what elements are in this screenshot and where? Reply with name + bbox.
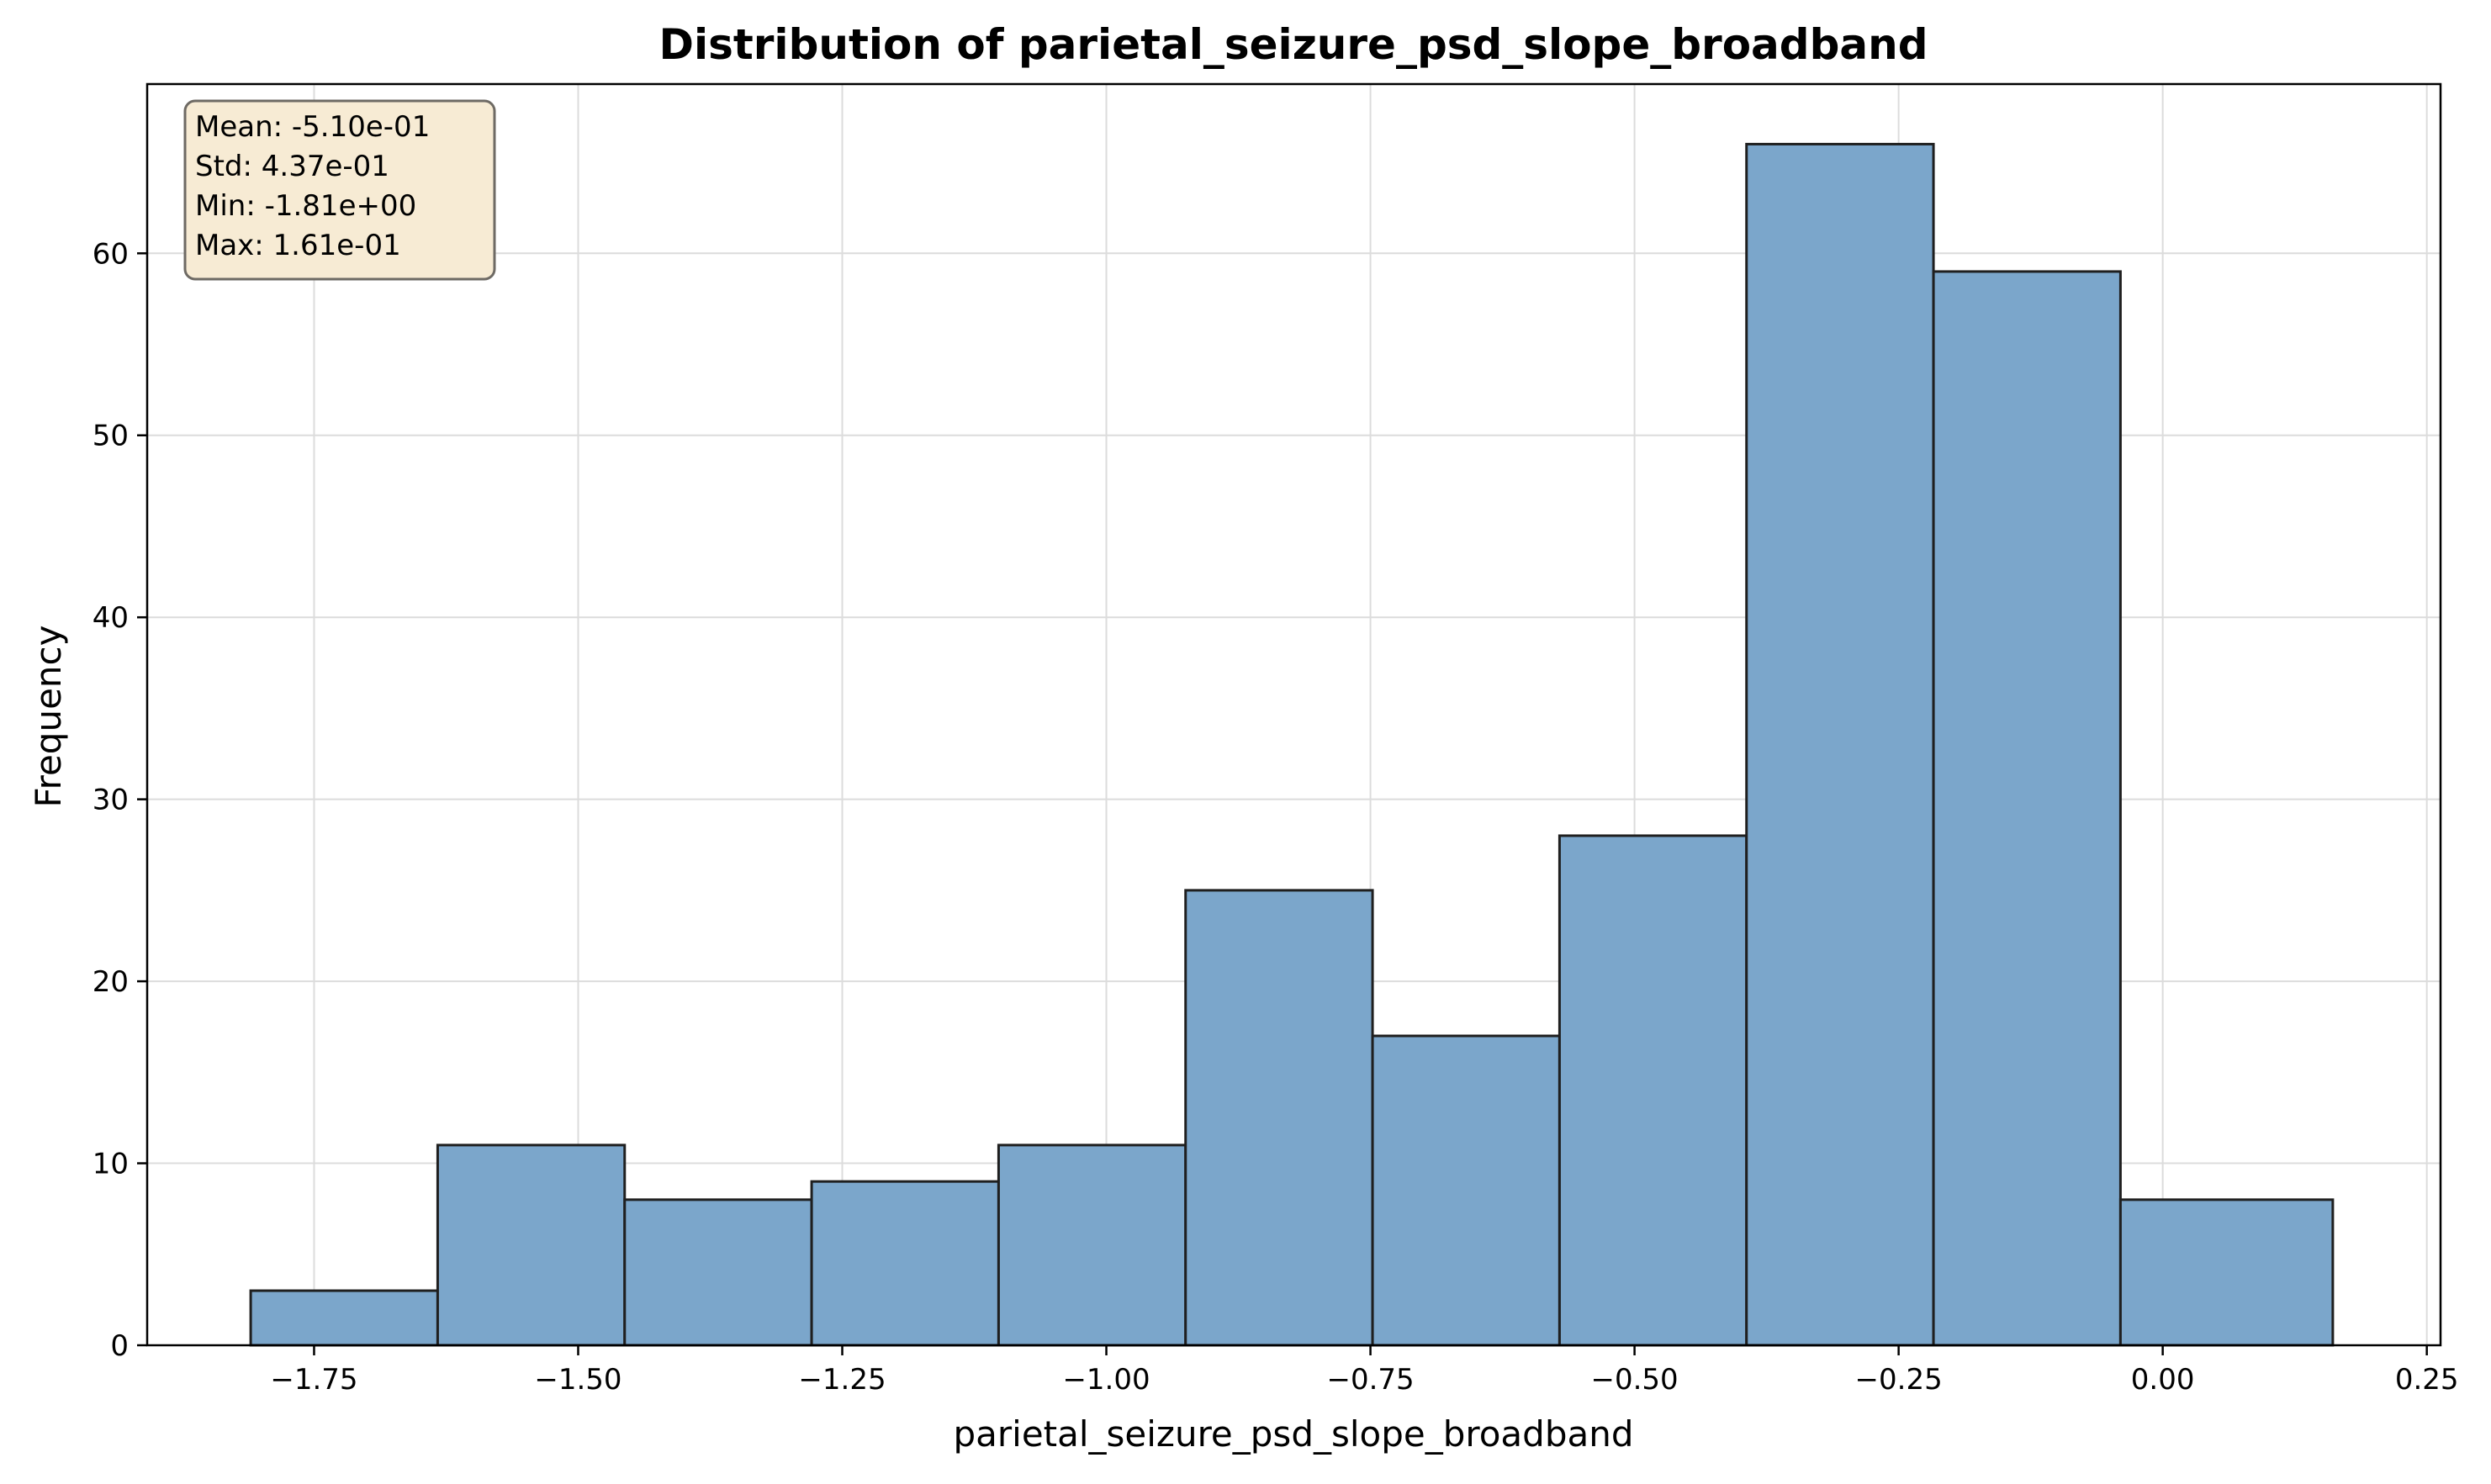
histogram-bar — [249, 1289, 439, 1347]
x-axis-ticks: −1.75 −1.50 −1.25 −1.00 −0.75 −0.50 −0.25 0.00 0… — [270, 1345, 2459, 1397]
stats-min: Min: -1.81e+00 — [195, 189, 416, 223]
histogram-bar — [810, 1180, 1000, 1347]
histogram-bars — [249, 142, 2335, 1347]
y-tick-label: 20 — [93, 965, 129, 999]
x-tick-label: −1.50 — [534, 1363, 621, 1397]
plot-frame — [145, 82, 2442, 1347]
x-tick-label: −1.75 — [270, 1363, 357, 1397]
x-tick-label: −1.00 — [1062, 1363, 1150, 1397]
histogram-bar — [1371, 1034, 1561, 1347]
histogram-bar — [997, 1143, 1187, 1347]
x-tick-label: −1.25 — [798, 1363, 886, 1397]
y-tick-label: 40 — [93, 601, 129, 635]
y-tick-label: 50 — [93, 420, 129, 453]
y-tick-label: 10 — [93, 1148, 129, 1181]
stats-max: Max: 1.61e-01 — [195, 229, 401, 262]
chart-title: Distribution of parietal_seizure_psd_slo… — [658, 20, 1928, 69]
y-axis-ticks: 0 10 20 30 40 50 60 — [93, 237, 147, 1363]
stats-box-background — [183, 99, 496, 281]
histogram-bar — [623, 1198, 813, 1347]
histogram-bar — [1184, 889, 1374, 1347]
y-tick-label: 60 — [93, 237, 129, 271]
x-axis-label: parietal_seizure_psd_slope_broadband — [953, 1413, 1633, 1455]
x-tick-label: −0.75 — [1326, 1363, 1414, 1397]
stats-mean: Mean: -5.10e-01 — [195, 110, 430, 144]
stats-std: Std: 4.37e-01 — [195, 150, 389, 183]
histogram-bar — [436, 1143, 627, 1347]
x-tick-label: 0.25 — [2395, 1363, 2459, 1397]
y-tick-label: 0 — [110, 1329, 129, 1363]
histogram-bar — [1558, 834, 1748, 1347]
stats-box: Mean: -5.10e-01 Std: 4.37e-01 Min: -1.81… — [183, 99, 496, 281]
y-tick-label: 30 — [93, 784, 129, 817]
x-tick-label: 0.00 — [2131, 1363, 2195, 1397]
y-axis-label: Frequency — [28, 626, 69, 808]
histogram-bar — [1932, 270, 2122, 1347]
histogram-bar — [2118, 1198, 2335, 1347]
x-tick-label: −0.25 — [1855, 1363, 1943, 1397]
histogram-bar — [1745, 142, 1935, 1347]
x-tick-label: −0.50 — [1590, 1363, 1678, 1397]
